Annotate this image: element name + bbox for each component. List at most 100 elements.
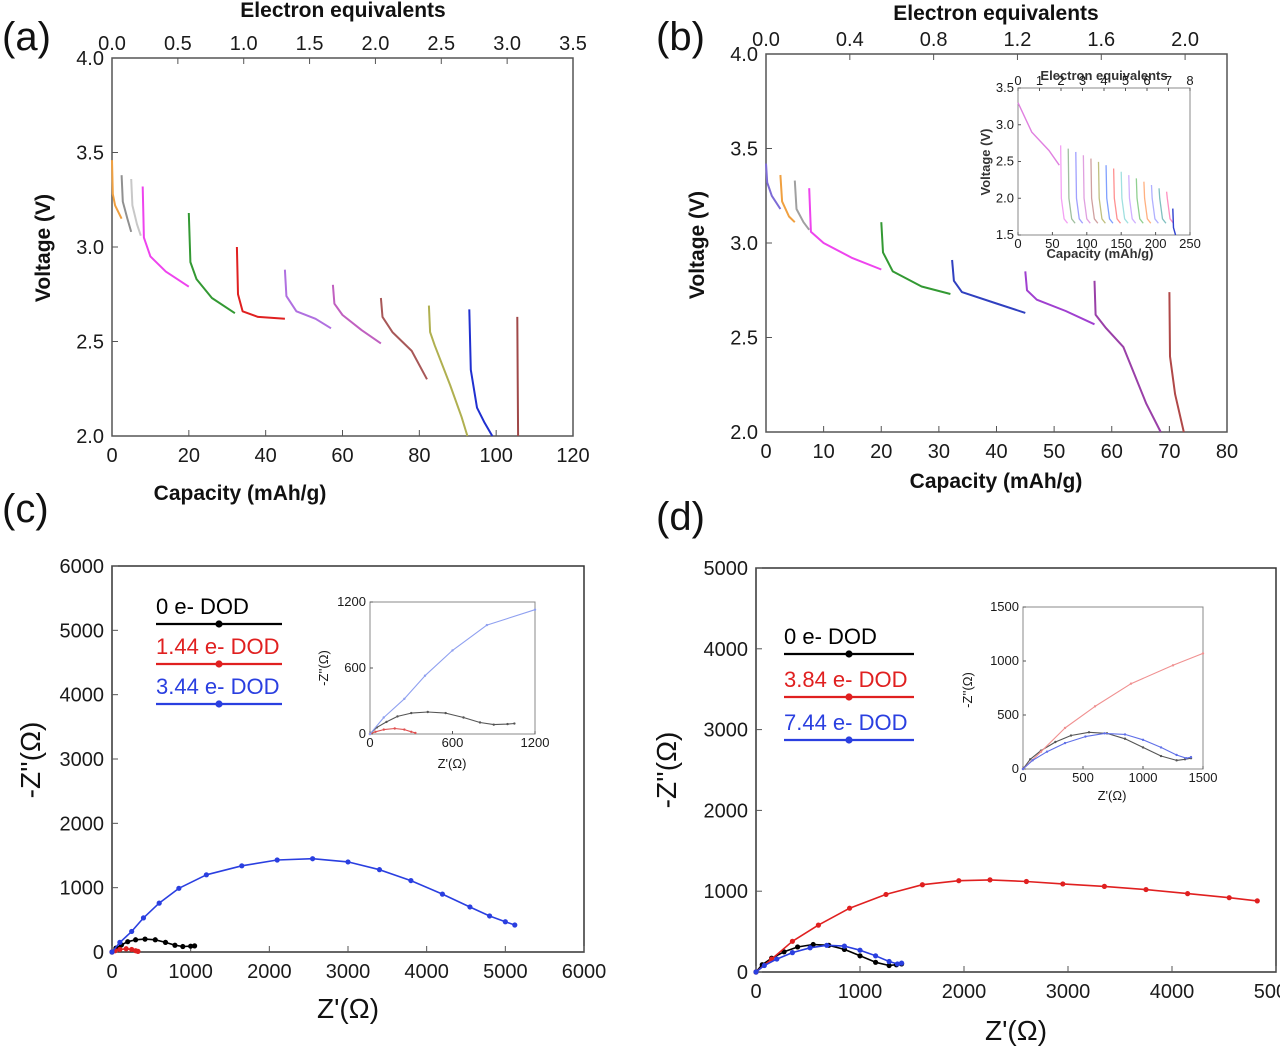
x-tick-label: 600 [442,735,464,750]
inset-series-line [1128,175,1137,224]
inset-series-line [1090,158,1099,224]
x-tick-label: 30 [928,441,950,463]
data-point [774,956,780,962]
data-point [156,900,162,906]
x-tick-label: 2000 [942,981,987,1003]
data-point [123,946,129,952]
inset-series-line [1143,181,1152,224]
data-point [824,942,830,948]
data-point [408,877,414,884]
data-point [513,722,516,725]
y-tick-label: 500 [997,707,1019,722]
data-point [152,937,158,943]
legend-label: 0 e- DOD [784,624,877,649]
panel-b-inset-top-label: Electron equivalents [1040,68,1167,83]
y-tick-label: 2.5 [730,328,758,350]
y-tick-label: 5000 [60,620,105,642]
data-point [492,723,495,726]
x-tick-label: 250 [1179,236,1201,251]
panel-c-inset: Z'(Ω) -Z''(Ω) 0 600 1200 0 600 1200 [316,594,549,771]
series-line-3-84-e-dod [755,879,1258,973]
panel-a: (a) Electron equivalents Capacity (mAh/g… [2,0,590,505]
panel-d-ticks: 0100020003000400050000100020003000400050… [704,558,1280,1003]
top-tick-label: 1.2 [1004,29,1032,51]
y-tick-label: 3000 [704,720,749,742]
data-point [172,942,178,948]
data-point [1031,759,1034,762]
data-point [385,720,388,724]
y-tick-label: 4.0 [730,44,758,66]
data-point [176,885,182,891]
data-point [1129,682,1133,685]
inset-series-line [1120,171,1129,224]
data-point [841,943,848,949]
panel-c-plot [109,856,518,955]
panel-b-top-axis-label: Electron equivalents [893,2,1098,25]
series-line-step-4 [808,188,882,271]
series-line-3-44-e-dod [111,857,516,953]
inset-series-line [1097,161,1106,224]
legend-label: 1.44 e- DOD [156,634,280,659]
y-tick-label: 3.0 [730,233,758,255]
panel-b-inset-frame [1017,87,1191,236]
series-line-step-8 [331,284,382,345]
series-line-step-5 [880,222,951,295]
x-tick-label: 6000 [562,961,607,983]
y-tick-label: 2.5 [996,154,1014,169]
data-point [1159,746,1163,749]
x-tick-label: 70 [1158,441,1180,463]
data-point [188,943,194,949]
data-point [789,950,796,956]
data-point [1087,731,1091,734]
data-point [899,960,905,966]
y-tick-label: 2.5 [76,332,104,354]
data-point [423,674,427,677]
y-tick-label: 0 [1012,761,1019,776]
y-tick-label: 3000 [60,749,105,771]
panel-b-inset-y-label: Voltage (V) [978,129,993,196]
x-tick-label: 40 [255,445,277,467]
legend-marker [845,650,853,658]
data-point [142,936,148,942]
data-point [1171,664,1175,667]
data-point [133,937,139,943]
data-point [1101,883,1107,889]
data-point [789,938,796,944]
top-tick-label: 0.4 [836,29,864,51]
data-point [125,939,131,945]
x-tick-label: 1200 [521,735,550,750]
series-line-step-4 [141,186,190,288]
y-tick-label: 3.0 [76,237,104,259]
x-tick-label: 120 [556,445,589,467]
panel-a-y-axis-label: Voltage (V) [32,194,55,302]
data-point [886,962,892,969]
x-tick-label: 500 [1072,770,1094,785]
series-line-step-7 [283,269,332,330]
panel-d-inset-plot [1021,652,1205,771]
data-point [382,716,385,719]
series-line-step-6 [951,259,1026,314]
panel-c: (c) Z'(Ω) -Z''(Ω) 0 1000 2000 3000 4000 5000 6… [2,487,606,1024]
data-point [487,913,493,919]
panel-a-frame [111,57,574,437]
x-tick-label: 100 [1076,236,1098,251]
data-point [478,721,482,724]
data-point [857,947,863,953]
legend-label: 0 e- DOD [156,594,249,619]
series-line-step-7 [1024,271,1095,326]
y-tick-label: 4000 [60,685,105,707]
y-tick-label: 4000 [704,639,749,661]
panel-c-ticks: 0 1000 2000 3000 4000 5000 6000010002000300040… [60,556,607,983]
data-point [753,969,759,975]
series-line-step-9 [379,297,428,380]
panel-b-letter: (b) [656,15,705,59]
x-tick-label: 20 [870,441,892,463]
y-tick-label: 600 [344,660,366,675]
panel-a-x-axis-label: Capacity (mAh/g) [154,482,327,505]
x-tick-label: 150 [1110,236,1132,251]
data-point [129,928,135,935]
data-point [857,953,863,959]
y-tick-label: 2.0 [730,422,758,444]
top-tick-label: 1 [1036,73,1043,88]
data-point [1021,767,1025,771]
